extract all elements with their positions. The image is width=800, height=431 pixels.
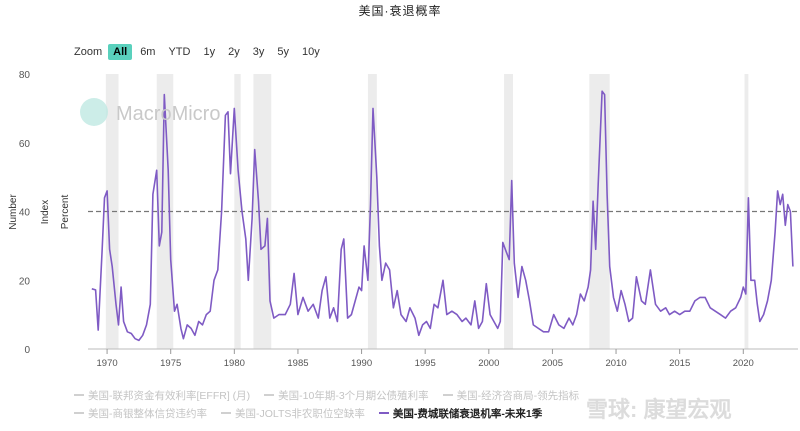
zoom-label: Zoom xyxy=(74,46,103,58)
macromicro-logo-icon xyxy=(80,98,108,126)
legend: 美国-联邦资金有效利率[EFFR] (月) 美国-10年期-3个月期公债殖利率 … xyxy=(74,386,774,422)
x-tick-label: 1970 xyxy=(97,358,118,369)
legend-item-effr[interactable]: 美国-联邦资金有效利率[EFFR] (月) xyxy=(74,388,250,403)
x-tick-label: 1995 xyxy=(415,358,436,369)
zoom-bar: Zoom All 6m YTD 1y 2y 3y 5y 10y xyxy=(74,44,328,60)
x-tick-label: 2000 xyxy=(478,358,499,369)
watermark-text: MacroMicro xyxy=(116,103,221,125)
zoom-button-3y[interactable]: 3y xyxy=(252,46,265,58)
legend-item-jolts[interactable]: 美国-JOLTS非农职位空缺率 xyxy=(221,406,365,421)
zoom-button-all[interactable]: All xyxy=(108,44,133,60)
legend-label: 美国-JOLTS非农职位空缺率 xyxy=(235,407,365,420)
legend-item-yield-spread[interactable]: 美国-10年期-3个月期公债殖利率 xyxy=(264,388,429,403)
x-tick-label: 1975 xyxy=(160,358,181,369)
zoom-button-ytd[interactable]: YTD xyxy=(168,46,191,58)
x-tick-label: 2005 xyxy=(542,358,563,369)
legend-label: 美国-费城联储衰退机率-未来1季 xyxy=(392,407,543,420)
x-tick-label: 2020 xyxy=(733,358,754,369)
x-tick-label: 1980 xyxy=(224,358,245,369)
x-tick-label: 1990 xyxy=(351,358,372,369)
y-tick-label: 20 xyxy=(19,276,31,287)
y-axis-label: Index xyxy=(40,200,51,224)
legend-label: 美国-联邦资金有效利率[EFFR] (月) xyxy=(88,389,251,402)
x-tick-label: 2010 xyxy=(605,358,626,369)
y-tick-label: 0 xyxy=(24,345,30,356)
legend-swatch xyxy=(264,394,275,396)
y-tick-label: 80 xyxy=(19,70,31,81)
legend-swatch xyxy=(221,412,231,414)
y-tick-label: 40 xyxy=(19,208,31,219)
legend-item-credit-default[interactable]: 美国-商银整体信贷违约率 xyxy=(74,406,207,421)
legend-swatch xyxy=(378,412,389,414)
legend-swatch xyxy=(74,412,84,414)
x-tick-label: 2015 xyxy=(669,358,690,369)
legend-row: 美国-商银整体信贷违约率 美国-JOLTS非农职位空缺率 美国-费城联储衰退机率… xyxy=(74,404,774,422)
legend-row: 美国-联邦资金有效利率[EFFR] (月) 美国-10年期-3个月期公债殖利率 … xyxy=(74,386,774,404)
legend-label: 美国-商银整体信贷违约率 xyxy=(88,407,207,420)
legend-swatch xyxy=(442,394,453,396)
zoom-button-6m[interactable]: 6m xyxy=(140,46,156,58)
x-tick-label: 1985 xyxy=(287,358,308,369)
zoom-button-10y[interactable]: 10y xyxy=(301,46,320,58)
y-tick-label: 60 xyxy=(19,139,31,150)
recession-band xyxy=(234,74,241,349)
zoom-button-5y[interactable]: 5y xyxy=(277,46,289,58)
y-axis-label: Percent xyxy=(60,195,71,230)
legend-item-leading-index[interactable]: 美国-经济咨商局-领先指标 xyxy=(442,388,580,403)
zoom-button-2y[interactable]: 2y xyxy=(228,46,240,58)
legend-item-recession-probability[interactable]: 美国-费城联储衰退机率-未来1季 xyxy=(378,406,543,421)
recession-band xyxy=(589,74,610,349)
zoom-button-1y[interactable]: 1y xyxy=(203,46,216,58)
y-axis-label: Number xyxy=(8,194,19,230)
watermark-bottom-text: 雪球: 康望宏观 xyxy=(586,397,732,422)
legend-label: 美国-10年期-3个月期公债殖利率 xyxy=(278,389,429,402)
recession-band xyxy=(253,74,272,349)
page-title: 美国·衰退概率 xyxy=(358,4,442,18)
legend-swatch xyxy=(74,394,84,396)
series-line xyxy=(91,90,794,342)
legend-label: 美国-经济咨商局-领先指标 xyxy=(456,389,580,402)
